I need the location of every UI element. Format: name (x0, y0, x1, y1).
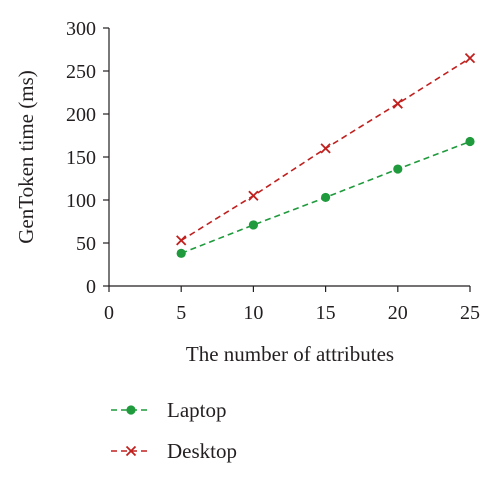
data-point (176, 248, 186, 258)
y-tick-label: 0 (86, 276, 96, 298)
data-point-stroke (464, 52, 476, 64)
data-point-stroke (248, 190, 259, 201)
data-point (125, 445, 137, 457)
y-tick-label: 150 (66, 147, 96, 169)
data-point-stroke (320, 143, 331, 154)
y-tick-label: 300 (66, 18, 96, 40)
data-point (393, 164, 403, 174)
x-tick-label: 5 (176, 302, 186, 324)
legend-item: Laptop (111, 398, 226, 422)
data-point (248, 220, 258, 230)
data-point (126, 405, 136, 415)
data-point (392, 98, 403, 109)
series-desktop (176, 52, 476, 246)
data-point (465, 136, 475, 147)
data-point-stroke (392, 98, 403, 109)
data-point (321, 192, 331, 203)
x-tick-label: 15 (316, 302, 336, 324)
data-point-stroke (176, 235, 187, 246)
x-tick-label: 10 (243, 302, 263, 324)
data-point-stroke (125, 445, 137, 457)
data-point (176, 235, 187, 246)
series-laptop (176, 136, 475, 258)
legend-item: Desktop (111, 439, 237, 463)
plot-area (176, 52, 476, 258)
y-tick-label: 100 (66, 190, 96, 212)
y-tick-label: 50 (76, 233, 96, 255)
x-tick-label: 20 (388, 302, 408, 324)
axes: 0 50 100 150 200 250 300 0 5 10 15 20 25 (66, 18, 480, 324)
data-point (464, 52, 476, 64)
y-tick-label: 200 (66, 104, 96, 126)
y-axis-label: GenToken time (ms) (14, 70, 38, 244)
legend: Laptop Desktop (111, 398, 237, 463)
x-axis-label: The number of attributes (186, 342, 394, 366)
y-tick-label: 250 (66, 61, 96, 83)
legend-label: Laptop (167, 398, 226, 422)
legend-label: Desktop (167, 439, 237, 463)
data-point (248, 190, 259, 201)
data-point (320, 143, 331, 154)
x-tick-label: 25 (460, 302, 480, 324)
x-tick-label: 0 (104, 302, 114, 324)
